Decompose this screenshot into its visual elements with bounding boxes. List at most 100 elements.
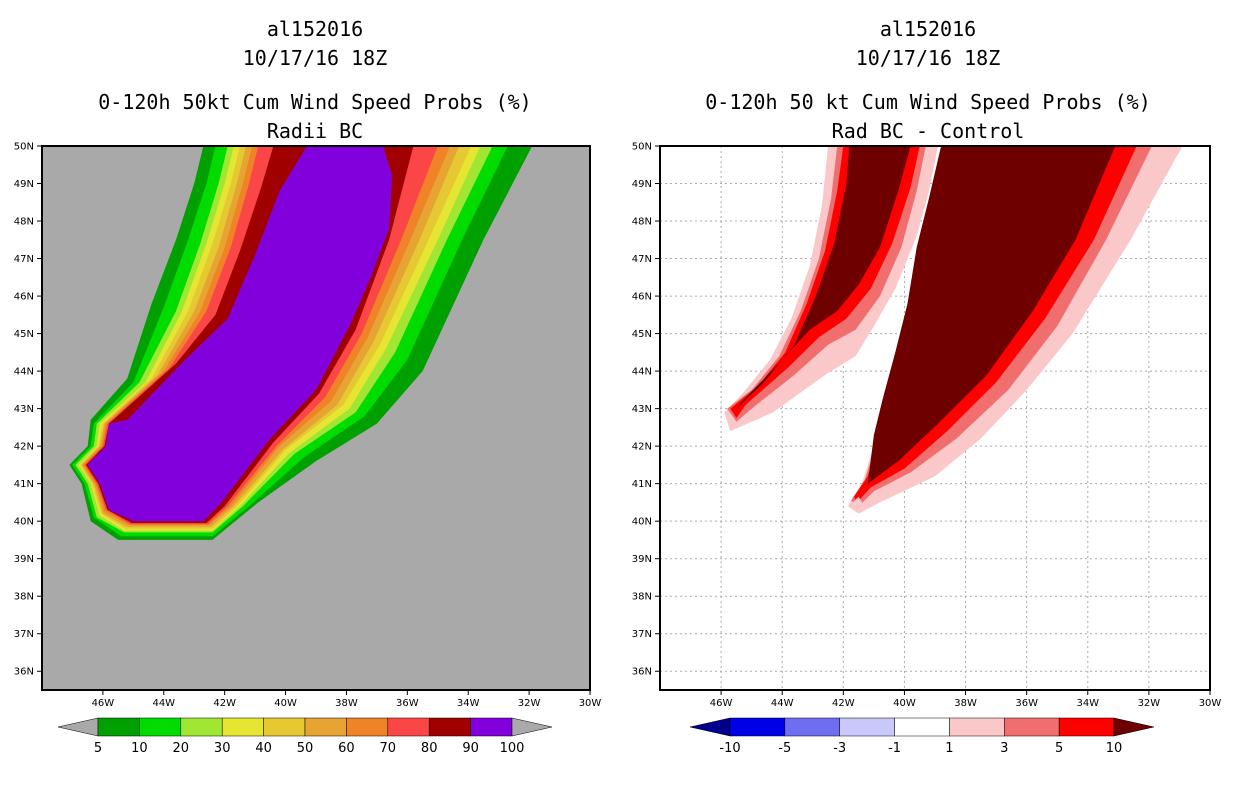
colorbar-label: 3 — [1000, 741, 1008, 756]
colorbar-label: 1 — [945, 741, 953, 756]
panel-1: 46W 44W 42W 40W 38W 36W 34W 32W 30W 36N 37N 38N 39N 4… — [632, 142, 1222, 757]
x-tick-label: 42W — [832, 698, 855, 709]
colorbar-label: 5 — [94, 741, 102, 756]
colorbar-label: 5 — [1055, 741, 1063, 756]
y-tick-label: 36N — [14, 667, 34, 678]
colorbar-label: -3 — [833, 741, 846, 756]
panel-0: 46W 44W 42W 40W 38W 36W 34W 32W 30W 36N 37N 38N 39N 4… — [14, 142, 602, 757]
x-tick-label: 46W — [92, 698, 115, 709]
x-tick-label: 40W — [893, 698, 916, 709]
x-tick-label: 38W — [954, 698, 977, 709]
contour-10 — [736, 146, 1116, 484]
colorbar-box — [1058, 717, 1115, 737]
colorbar-arrow-low — [57, 717, 99, 737]
x-tick-label: 42W — [213, 698, 236, 709]
right-chart-title: 0-120h 50 kt Cum Wind Speed Probs (%) — [705, 90, 1151, 114]
y-tick-label: 50N — [632, 142, 652, 153]
colorbar-box — [428, 717, 471, 737]
right-chart-subtitle: Rad BC - Control — [831, 119, 1025, 143]
colorbar-label: 40 — [255, 741, 272, 756]
colorbar-box — [346, 717, 389, 737]
y-tick-label: 49N — [632, 179, 652, 190]
y-tick-label: 47N — [14, 254, 34, 265]
x-tick-label: 34W — [1076, 698, 1099, 709]
colorbar-box — [97, 717, 140, 737]
colorbar-box — [263, 717, 306, 737]
colorbar-label: 10 — [131, 741, 148, 756]
y-tick-label: 36N — [632, 667, 652, 678]
left-chart-subtitle: Radii BC — [266, 119, 364, 143]
x-tick-label: 32W — [518, 698, 541, 709]
colorbar-label: 70 — [380, 741, 397, 756]
y-tick-label: 44N — [14, 367, 34, 378]
colorbar-label: 60 — [338, 741, 355, 756]
y-tick-label: 40N — [14, 517, 34, 528]
plot-frame — [659, 145, 1211, 691]
y-tick-label: 48N — [632, 217, 652, 228]
left-subtitle-date: 10/17/16 18Z — [242, 46, 388, 70]
x-tick-label: 44W — [152, 698, 175, 709]
colorbar-label: 20 — [173, 741, 190, 756]
y-tick-label: 43N — [632, 404, 652, 415]
colorbar-box — [1004, 717, 1060, 737]
colorbar-box — [387, 717, 430, 737]
left-title: al152016 — [266, 17, 364, 41]
left-chart-title: 0-120h 50kt Cum Wind Speed Probs (%) — [98, 90, 532, 114]
y-tick-label: 44N — [632, 367, 652, 378]
colorbar-arrow-low — [689, 717, 731, 737]
colorbar-label: -10 — [719, 741, 740, 756]
colorbar-label: 50 — [297, 741, 314, 756]
colorbar-box — [784, 717, 840, 737]
right-title: al152016 — [879, 17, 977, 41]
x-tick-label: 34W — [457, 698, 480, 709]
x-tick-label: 30W — [1199, 698, 1222, 709]
y-tick-label: 38N — [632, 592, 652, 603]
y-tick-label: 38N — [14, 592, 34, 603]
x-tick-label: 38W — [335, 698, 358, 709]
x-tick-label: 36W — [1015, 698, 1038, 709]
y-tick-label: 43N — [14, 404, 34, 415]
y-tick-label: 42N — [14, 442, 34, 453]
colorbar-label: -1 — [888, 741, 901, 756]
y-tick-label: 45N — [14, 329, 34, 340]
y-tick-label: 45N — [632, 329, 652, 340]
colorbar-box — [894, 717, 950, 737]
x-tick-label: 40W — [274, 698, 297, 709]
colorbar-box — [304, 717, 347, 737]
colorbar-label: 30 — [214, 741, 231, 756]
x-tick-label: 36W — [396, 698, 419, 709]
colorbar-box — [470, 717, 513, 737]
y-tick-label: 47N — [632, 254, 652, 265]
colorbar-label: 100 — [500, 741, 525, 756]
y-tick-label: 39N — [14, 554, 34, 565]
y-tick-label: 49N — [14, 179, 34, 190]
colorbar-box — [180, 717, 223, 737]
y-tick-label: 48N — [14, 217, 34, 228]
y-tick-label: 37N — [14, 629, 34, 640]
y-tick-label: 41N — [632, 479, 652, 490]
contour-90 — [87, 146, 393, 522]
x-tick-label: 46W — [710, 698, 733, 709]
right-subtitle-date: 10/17/16 18Z — [855, 46, 1001, 70]
y-tick-label: 46N — [632, 292, 652, 303]
y-tick-label: 39N — [632, 554, 652, 565]
x-tick-label: 30W — [579, 698, 602, 709]
y-tick-label: 37N — [632, 629, 652, 640]
colorbar-label: 80 — [421, 741, 438, 756]
y-tick-label: 50N — [14, 142, 34, 153]
x-tick-label: 44W — [771, 698, 794, 709]
colorbar-box — [221, 717, 264, 737]
y-tick-label: 40N — [632, 517, 652, 528]
y-tick-label: 46N — [14, 292, 34, 303]
colorbar-box — [839, 717, 895, 737]
x-tick-label: 32W — [1138, 698, 1161, 709]
colorbar-arrow-high — [511, 717, 553, 737]
colorbar-box — [729, 717, 786, 737]
colorbar-box — [139, 717, 182, 737]
colorbar-label: 90 — [462, 741, 479, 756]
y-tick-label: 42N — [632, 442, 652, 453]
colorbar: 5 10 20 30 40 50 60 70 80 90 100 — [57, 717, 553, 756]
plot-frame — [41, 145, 591, 691]
colorbar-label: 10 — [1106, 741, 1123, 756]
